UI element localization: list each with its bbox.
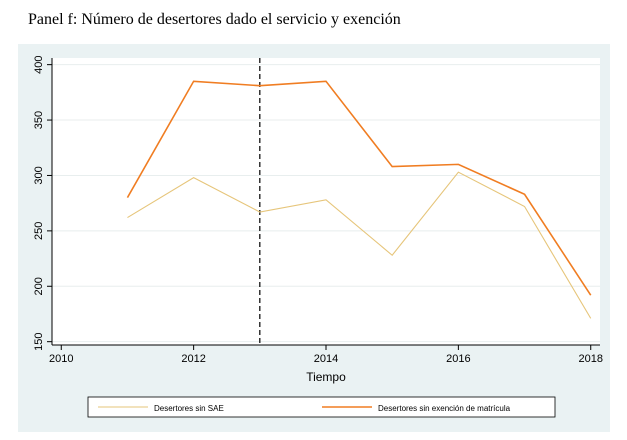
chart-title: Panel f: Número de desertores dado el se… [28,11,401,28]
y-tick-label: 250 [33,222,45,240]
legend [87,396,556,418]
legend-label: Desertores sin exención de matrícula [378,404,511,413]
y-tick-label: 350 [33,111,45,129]
y-tick-label: 300 [33,166,45,184]
y-tick-label: 150 [33,332,45,350]
x-tick-label: 2012 [181,353,205,365]
series-line [127,171,592,319]
y-tick-label: 400 [33,55,45,73]
x-axis-label: Tiempo [306,370,346,384]
x-tick-label: 2014 [314,353,338,365]
legend-label: Desertores sin SAE [154,404,224,413]
x-tick-label: 2010 [49,353,73,365]
series-line [126,80,592,296]
x-tick-label: 2018 [578,353,602,365]
x-tick-label: 2016 [446,353,470,365]
plot-region [52,58,600,345]
y-tick-label: 200 [33,277,45,295]
